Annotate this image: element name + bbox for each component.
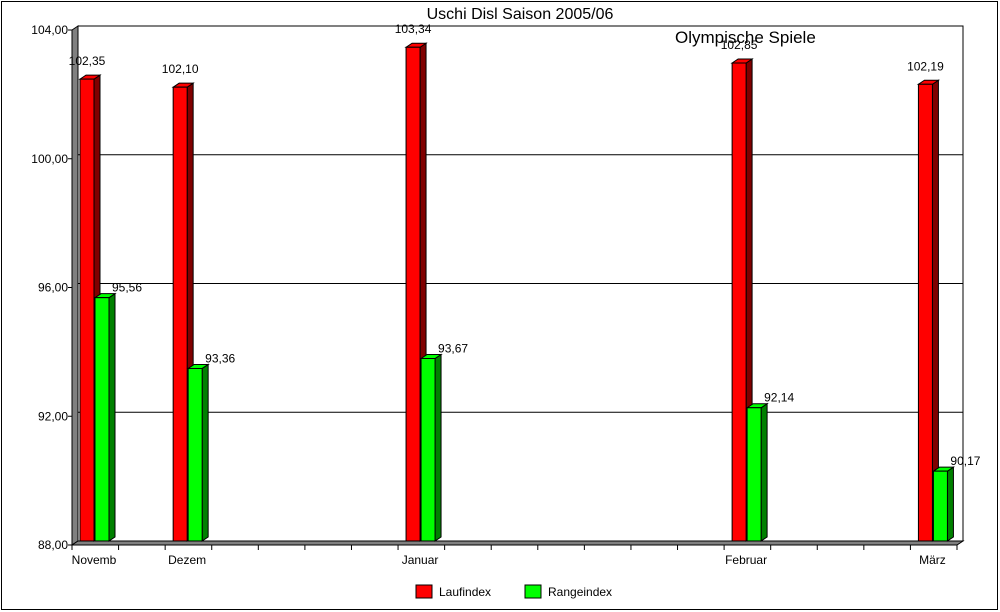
y-tick-label: 88,00	[38, 538, 68, 552]
bar-rangeindex-front	[932, 470, 948, 542]
bar-rangeindex	[745, 402, 769, 542]
data-label: 102,19	[907, 59, 944, 73]
legend-label: Laufindex	[439, 585, 491, 599]
x-category-label: Dezem	[168, 553, 206, 567]
bar-laufindex-front	[731, 62, 747, 542]
data-label: 103,34	[395, 22, 432, 36]
legend-swatch	[415, 584, 433, 599]
bar-laufindex	[916, 79, 941, 542]
axis-layer: 88,00 92,00 96,00 100,00 104,00	[31, 23, 965, 552]
data-label: 95,56	[112, 281, 142, 295]
bar-rangeindex	[419, 353, 443, 542]
x-category-label: Februar	[725, 553, 767, 567]
bar-rangeindex	[93, 292, 117, 542]
y-tick-label: 104,00	[31, 23, 68, 37]
bar-rangeindex	[186, 363, 210, 542]
legend-label: Rangeindex	[548, 585, 612, 599]
bar-rangeindex	[931, 466, 956, 542]
left-wall	[71, 25, 79, 546]
floor	[70, 540, 965, 546]
data-label: 102,85	[721, 38, 758, 52]
chart-title: Uschi Disl Saison 2005/06	[427, 6, 614, 23]
chart-annotation: Olympische Spiele	[675, 28, 816, 47]
y-tick-label: 96,00	[38, 281, 68, 295]
bar-rangeindex-side	[108, 292, 116, 542]
bar-rangeindex-side	[946, 466, 954, 542]
bar-rangeindex-front	[187, 367, 203, 542]
y-tick-label: 92,00	[38, 409, 68, 423]
bar-rangeindex-front	[746, 407, 762, 542]
bar-rangeindex-side	[760, 402, 768, 542]
data-label: 92,14	[764, 391, 794, 405]
legend-swatch	[524, 584, 542, 599]
bar-layer	[78, 42, 956, 542]
legend: Laufindex Rangeindex	[415, 584, 612, 599]
data-label: 93,36	[205, 351, 235, 365]
data-label: 93,67	[438, 341, 468, 355]
bar-rangeindex-side	[201, 363, 209, 542]
bar-rangeindex-front	[420, 357, 436, 542]
data-label: 90,17	[950, 454, 980, 468]
bar-rangeindex-side	[434, 353, 442, 542]
label-layer: 102,35 95,56 Novemb 102,10 93,36 Dezem 103,34 9…	[69, 22, 981, 567]
bar-rangeindex-front	[94, 297, 110, 542]
y-tick-label: 100,00	[31, 152, 68, 166]
bar-laufindex-front	[79, 78, 95, 542]
bar-laufindex-front	[917, 83, 933, 542]
x-category-label: Novemb	[72, 553, 117, 567]
bar-laufindex-front	[405, 46, 421, 542]
x-category-label: Januar	[402, 553, 439, 567]
data-label: 102,10	[162, 62, 199, 76]
x-category-label: März	[919, 553, 946, 567]
data-label: 102,35	[69, 54, 106, 68]
bar-laufindex-front	[172, 86, 188, 542]
